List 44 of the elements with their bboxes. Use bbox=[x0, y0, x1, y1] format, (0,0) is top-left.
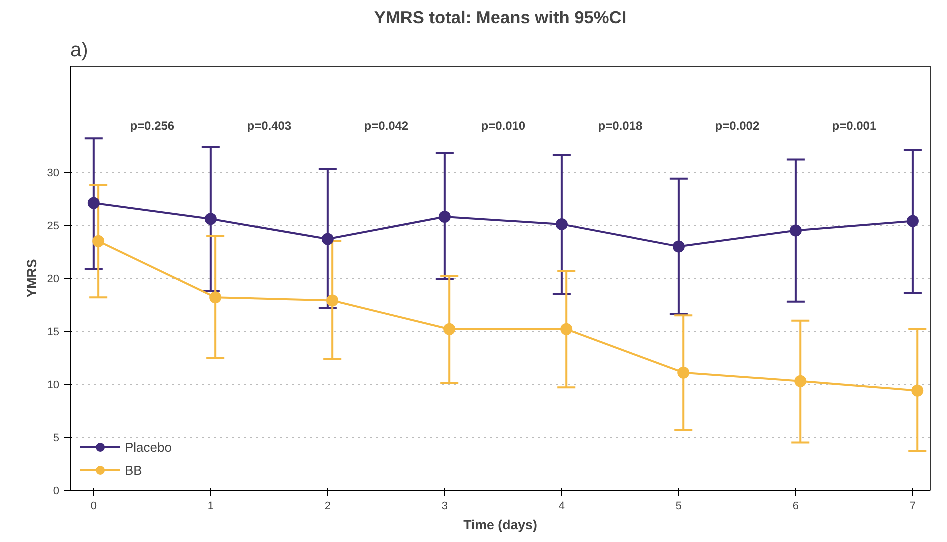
annotation: p=0.018 bbox=[598, 118, 643, 133]
annotation: p=0.042 bbox=[364, 118, 409, 133]
point bbox=[560, 323, 573, 336]
x-tick-label: 7 bbox=[910, 500, 916, 512]
annotation: p=0.002 bbox=[715, 118, 760, 133]
point bbox=[906, 215, 919, 228]
y-tick-label: 25 bbox=[47, 220, 60, 232]
point bbox=[444, 323, 456, 336]
y-tick-label: 10 bbox=[47, 380, 60, 392]
y-tick-label: 0 bbox=[53, 486, 60, 498]
x-tick-label: 0 bbox=[90, 500, 97, 512]
y-tick-label: 30 bbox=[47, 168, 60, 180]
point bbox=[912, 384, 924, 397]
legend-label: BB bbox=[125, 462, 144, 478]
x-tick-label: 2 bbox=[324, 500, 331, 512]
text: a) bbox=[70, 40, 88, 62]
x-tick-label: 5 bbox=[676, 500, 682, 512]
annotation: p=0.256 bbox=[130, 118, 175, 133]
x-tick-label: 1 bbox=[208, 500, 214, 512]
point bbox=[678, 366, 690, 379]
point bbox=[88, 197, 100, 210]
legend-label: Placebo bbox=[125, 440, 172, 454]
point bbox=[556, 218, 568, 230]
y-tick-label: 15 bbox=[47, 326, 60, 338]
point bbox=[322, 233, 334, 246]
y-tick-label: 5 bbox=[53, 432, 60, 444]
chart-title: YMRS total: Means with 95%CI bbox=[374, 8, 627, 28]
annotation: p=0.001 bbox=[832, 118, 877, 133]
point bbox=[92, 235, 105, 248]
x-tick-label: 4 bbox=[558, 500, 565, 512]
y-tick-label: 20 bbox=[47, 274, 60, 286]
point bbox=[438, 211, 451, 224]
annotation: p=0.010 bbox=[481, 118, 526, 133]
point bbox=[790, 224, 802, 237]
annotation: p=0.403 bbox=[247, 118, 292, 133]
x-tick-label: 6 bbox=[792, 500, 800, 512]
point bbox=[210, 292, 222, 304]
x-axis-title: Time (days) bbox=[464, 518, 538, 532]
point bbox=[672, 240, 685, 253]
point bbox=[794, 375, 807, 388]
x-tick-label: 3 bbox=[442, 500, 448, 512]
point bbox=[326, 294, 339, 307]
point bbox=[204, 213, 217, 226]
y-axis-title: YMRS bbox=[24, 259, 40, 298]
